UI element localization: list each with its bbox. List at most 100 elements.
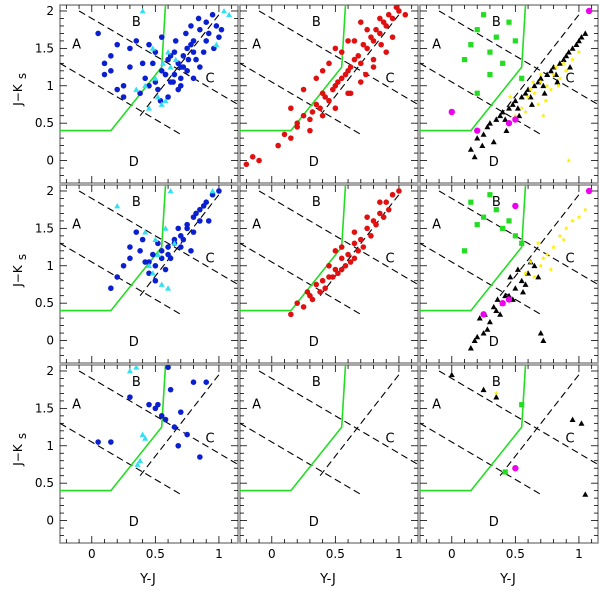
blue-point	[188, 41, 194, 48]
black-point	[480, 131, 487, 137]
cyan-point	[142, 82, 149, 89]
axis-labels: J−K J−K J−K s s s Y-J Y-J Y-J	[11, 73, 516, 587]
magenta-point	[505, 296, 513, 303]
yellow-point	[557, 75, 563, 81]
green-point	[519, 240, 525, 246]
y-tick-label: 1.5	[35, 41, 54, 55]
blue-point	[188, 23, 194, 29]
red-point	[300, 304, 307, 310]
green-point	[468, 42, 474, 48]
red-point	[338, 266, 345, 273]
red-point	[364, 225, 370, 232]
blue-point	[184, 68, 190, 74]
y-tick-label: 0	[46, 514, 54, 528]
red-point	[322, 94, 328, 100]
red-point	[357, 19, 364, 26]
blue-point	[177, 244, 184, 250]
y-tick-label: 1	[46, 259, 54, 273]
blue-point	[203, 38, 210, 44]
green-point	[461, 248, 468, 254]
red-point	[370, 56, 377, 63]
cyan-point	[149, 270, 156, 276]
yellow-point	[576, 49, 582, 55]
yellow-point	[525, 94, 531, 100]
cyan-point	[114, 202, 121, 209]
red-point	[304, 289, 311, 295]
dashed-boundary-upper	[438, 190, 598, 285]
black-point	[560, 56, 567, 62]
x-tick-label: 1	[575, 547, 583, 561]
region-label-c: C	[565, 431, 574, 446]
black-point	[537, 330, 544, 336]
blue-point	[190, 379, 197, 386]
cyan-point	[133, 365, 140, 370]
region-label-c: C	[565, 251, 574, 266]
blue-point	[139, 236, 146, 243]
x-axis-label-col-2: Y-J	[499, 572, 516, 587]
yellow-point	[561, 60, 567, 66]
red-point	[326, 60, 332, 67]
red-point	[338, 255, 345, 262]
blue-point	[127, 45, 133, 52]
cyan-point	[162, 225, 169, 231]
blue-point	[142, 75, 148, 82]
region-label-b: B	[132, 195, 141, 210]
yellow-point	[556, 83, 562, 88]
blue-point	[120, 262, 127, 269]
cyan-point	[213, 41, 220, 48]
red-point	[309, 296, 316, 303]
red-point	[389, 15, 396, 22]
green-locus-line	[60, 185, 167, 312]
blue-point	[158, 248, 165, 254]
panel-plot-area	[240, 5, 418, 168]
black-point	[563, 52, 570, 59]
yellow-point	[570, 57, 575, 62]
black-point	[509, 101, 516, 107]
region-label-d: D	[129, 515, 139, 530]
green-locus-line	[420, 5, 527, 132]
red-point	[342, 262, 349, 269]
red-point	[389, 34, 396, 40]
black-point	[512, 285, 519, 291]
yellow-point	[532, 274, 537, 280]
panel-frame	[59, 184, 239, 364]
red-point	[309, 109, 316, 115]
blue-point	[180, 64, 187, 70]
magenta-point	[585, 7, 593, 15]
black-point	[484, 326, 491, 332]
red-point	[313, 101, 320, 108]
red-point	[249, 154, 256, 160]
green-locus-line	[240, 5, 347, 132]
blue-point	[177, 409, 184, 415]
x-tick-label: 0.5	[506, 547, 525, 561]
blue-point	[165, 94, 171, 100]
blue-point	[197, 218, 203, 224]
red-point	[373, 26, 379, 33]
green-point	[487, 192, 493, 198]
red-point	[300, 86, 307, 93]
blue-point	[127, 64, 133, 70]
y-axis-sub-row-1: s	[15, 254, 29, 260]
black-point	[479, 142, 486, 149]
blue-point	[200, 49, 207, 55]
y-tick-label: 0	[46, 154, 54, 168]
panel-frame	[59, 364, 239, 544]
region-label-d: D	[309, 155, 319, 170]
yellow-point	[544, 83, 550, 88]
y-tick-label: 1.5	[35, 221, 54, 235]
panel-r0-c1: A B C D	[239, 4, 419, 184]
magenta-point	[499, 299, 506, 307]
cyan-point	[154, 93, 161, 100]
region-label-b: B	[312, 195, 321, 210]
region-label-b: B	[132, 15, 141, 30]
black-point	[471, 337, 478, 343]
black-point	[499, 108, 506, 115]
x-tick-label: 1	[395, 547, 403, 561]
green-point	[480, 12, 487, 18]
red-point	[368, 34, 374, 40]
red-point	[385, 206, 392, 213]
red-point	[330, 274, 336, 280]
dashed-boundary-lower	[240, 242, 362, 315]
blue-point	[197, 454, 203, 460]
cyan-point	[158, 101, 165, 107]
